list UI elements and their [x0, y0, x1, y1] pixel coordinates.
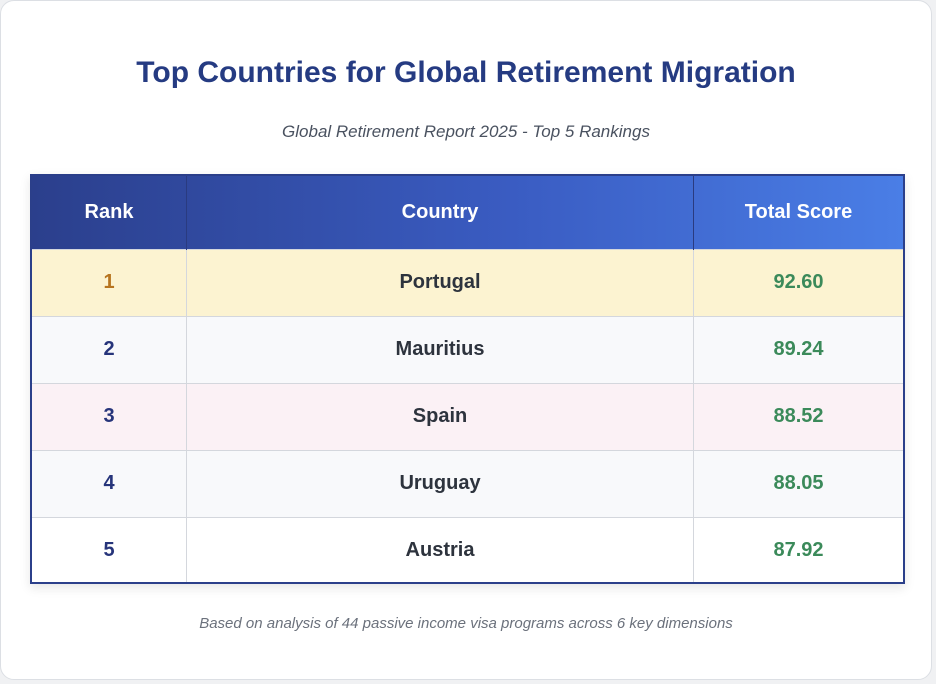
table-header-row: Rank Country Total Score: [32, 176, 903, 249]
rank-cell: 1: [32, 248, 187, 316]
table-row: 3 Spain 88.52: [32, 382, 903, 450]
rankings-table: Rank Country Total Score 1 Portugal 92.6…: [32, 176, 903, 582]
page-subtitle: Global Retirement Report 2025 - Top 5 Ra…: [282, 122, 650, 141]
header-country: Country: [186, 176, 694, 249]
country-cell: Uruguay: [186, 449, 694, 517]
footnote: Based on analysis of 44 passive income v…: [199, 615, 733, 632]
rankings-table-container: Rank Country Total Score 1 Portugal 92.6…: [30, 174, 905, 584]
score-cell: 89.24: [693, 315, 903, 383]
table-row: 4 Uruguay 88.05: [32, 449, 903, 517]
country-cell: Austria: [186, 516, 694, 582]
header-rank: Rank: [32, 176, 187, 249]
table-row: 2 Mauritius 89.24: [32, 315, 903, 383]
country-cell: Mauritius: [186, 315, 694, 383]
score-cell: 87.92: [693, 516, 903, 582]
header-total-score: Total Score: [744, 200, 853, 223]
score-cell: 88.52: [693, 382, 903, 450]
score-cell: 92.60: [693, 248, 903, 316]
rank-cell: 5: [32, 516, 187, 582]
rank-cell: 2: [32, 315, 187, 383]
score-cell: 88.05: [693, 449, 903, 517]
rank-cell: 3: [32, 382, 187, 450]
table-row: 5 Austria 87.92: [32, 516, 903, 582]
table-row: 1 Portugal 92.60: [32, 248, 903, 316]
country-cell: Spain: [186, 382, 694, 450]
country-cell: Portugal: [186, 248, 694, 316]
page-title: Top Countries for Global Retirement Migr…: [136, 56, 796, 89]
rank-cell: 4: [32, 449, 187, 517]
